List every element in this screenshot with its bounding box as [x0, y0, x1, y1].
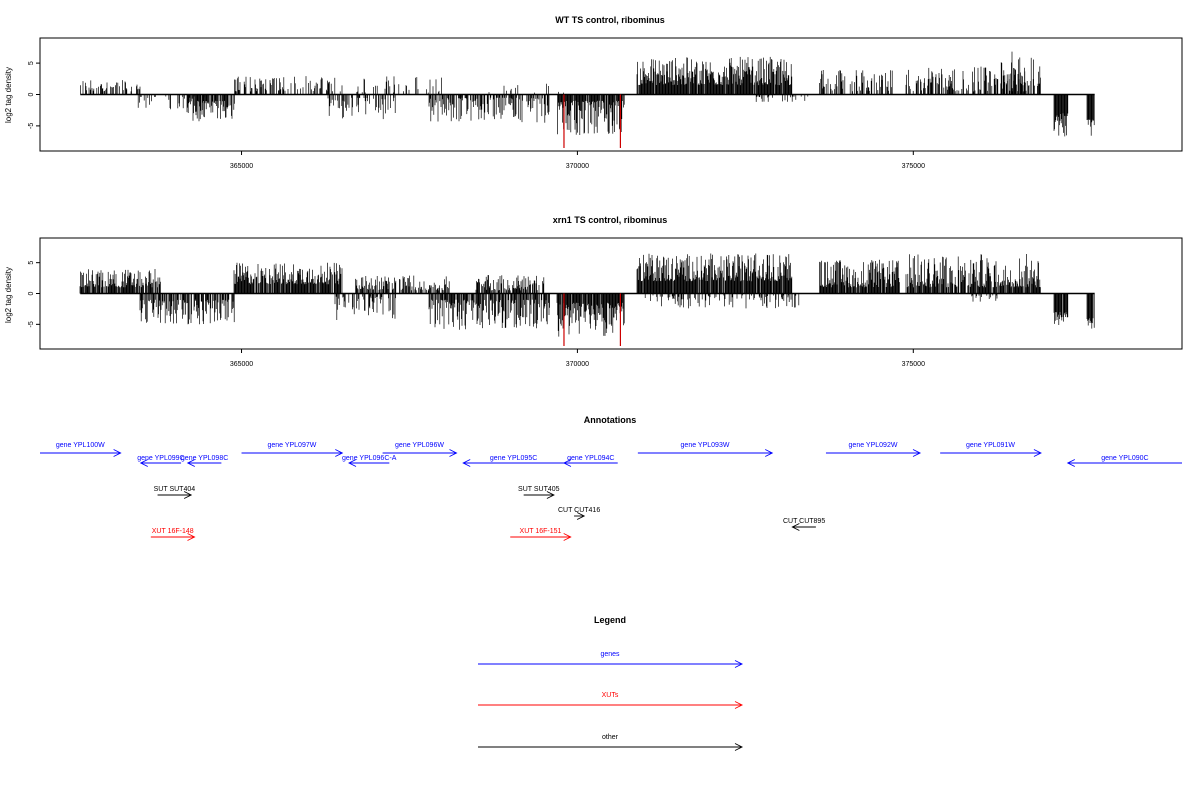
feature-label: gene YPL090C	[1101, 455, 1148, 462]
xrn1-track-bars	[79, 253, 1095, 337]
wt-track-axes: 365000 370000 375000 -5 0 5	[28, 61, 925, 170]
feature-arrow	[791, 523, 816, 531]
xrn1-xtick-label: 370000	[566, 361, 589, 368]
feature-label: gene YPL096W	[395, 442, 444, 449]
xrn1-xtick-label: 365000	[230, 361, 253, 368]
feature-label: gene YPL095C	[490, 455, 537, 462]
feature-arrow	[637, 449, 774, 457]
feature-arrow	[462, 459, 564, 467]
wt-track-panel: WT TS control, ribominus log2 tag densit…	[4, 15, 1183, 170]
feature-arrow	[940, 449, 1042, 457]
feature-label: SUT SUT405	[518, 486, 560, 493]
xrn1-track-highlights	[563, 293, 622, 346]
feature-label: gene YPL098C	[181, 455, 228, 462]
feature-label: XUT 16F-151	[520, 528, 562, 535]
legend: genes XUTs other	[478, 651, 744, 751]
feature-arrow	[157, 491, 193, 499]
wt-xtick-label: 370000	[566, 163, 589, 170]
feature-label: CUT CUT416	[558, 507, 600, 514]
annotations-title: Annotations	[584, 415, 637, 425]
feature-arrow	[186, 459, 222, 467]
wt-track-highlights	[563, 94, 622, 148]
wt-xtick-label: 365000	[230, 163, 253, 170]
xrn1-ytick-label: -5	[28, 321, 35, 327]
feature-arrow	[348, 459, 390, 467]
feature-arrow	[523, 491, 555, 499]
xrn1-track-axes: 365000 370000 375000 -5 0 5	[28, 261, 925, 368]
xrn1-track-ylabel: log2 tag density	[4, 267, 13, 323]
feature-arrow	[150, 533, 196, 541]
feature-arrow	[825, 449, 922, 457]
feature-label: gene YPL091W	[966, 442, 1015, 449]
xrn1-xtick-label: 375000	[902, 361, 925, 368]
wt-track-ylabel: log2 tag density	[4, 67, 13, 123]
wt-ytick-label: -5	[28, 123, 35, 129]
legend-arrow	[478, 743, 744, 751]
xrn1-track-frame	[39, 237, 1183, 350]
xrn1-track-title: xrn1 TS control, ribominus	[553, 215, 668, 225]
legend-arrow	[478, 660, 744, 668]
feature-arrow	[510, 533, 572, 541]
feature-label: gene YPL094C	[567, 455, 614, 462]
legend-title: Legend	[594, 615, 626, 625]
feature-arrow	[40, 449, 122, 457]
feature-arrow	[139, 459, 182, 467]
wt-ytick-label: 5	[28, 61, 35, 65]
feature-arrow	[241, 449, 344, 457]
xrn1-ytick-label: 0	[28, 291, 35, 295]
feature-label: gene YPL099C	[137, 455, 184, 462]
feature-label: gene YPL097W	[267, 442, 316, 449]
wt-track-title: WT TS control, ribominus	[555, 15, 665, 25]
legend-label: other	[602, 734, 619, 741]
xrn1-track-panel: xrn1 TS control, ribominus log2 tag dens…	[4, 215, 1183, 368]
legend-arrow	[478, 701, 744, 709]
feature-arrow	[562, 459, 618, 467]
feature-label: SUT SUT404	[154, 486, 196, 493]
feature-label: XUT 16F-148	[152, 528, 194, 535]
feature-arrow	[1066, 459, 1182, 467]
wt-track-frame	[39, 37, 1183, 152]
legend-label: genes	[600, 651, 620, 658]
wt-track-bars	[80, 51, 1095, 137]
xrn1-ytick-label: 5	[28, 261, 35, 265]
feature-label: gene YPL100W	[56, 442, 105, 449]
feature-label: gene YPL092W	[849, 442, 898, 449]
wt-xtick-label: 375000	[902, 163, 925, 170]
feature-label: gene YPL093W	[681, 442, 730, 449]
feature-label: gene YPL096C-A	[342, 455, 397, 462]
feature-label: CUT CUT895	[783, 518, 825, 525]
feature-arrow	[382, 449, 458, 457]
legend-label: XUTs	[602, 692, 619, 699]
feature-arrow	[574, 512, 586, 520]
wt-ytick-label: 0	[28, 92, 35, 96]
